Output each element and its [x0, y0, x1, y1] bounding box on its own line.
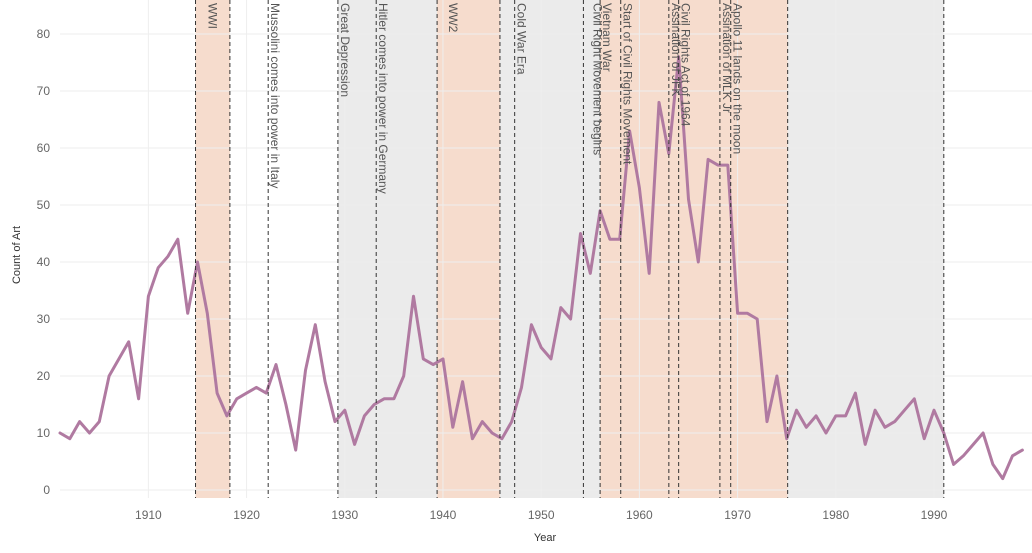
x-axis-title: Year	[534, 532, 557, 544]
event-label: Hitler comes into power in Germany	[376, 3, 390, 194]
event-label: WWI	[205, 3, 219, 29]
event-label: Assination of MLK Jr	[720, 3, 734, 113]
y-tick-label: 10	[37, 426, 51, 440]
y-tick-label: 0	[43, 483, 50, 497]
x-tick-label: 1970	[724, 508, 751, 522]
event-label: Vietnam War	[600, 3, 614, 72]
y-tick-label: 40	[37, 255, 51, 269]
event-label: WW2	[446, 3, 460, 33]
y-tick-label: 70	[37, 84, 51, 98]
event-label: Assination of JFK	[669, 3, 683, 96]
event-label: Mussolini comes into power in Italy	[268, 3, 282, 188]
event-label: Apollo 11 lands on the moon	[731, 3, 745, 154]
event-label: Start of Civil Rights Movement	[621, 3, 635, 165]
event-label: Cold War Era	[515, 3, 529, 75]
x-tick-label: 1910	[135, 508, 162, 522]
event-band	[600, 0, 788, 498]
y-tick-label: 50	[37, 198, 51, 212]
gridlines	[60, 0, 1032, 498]
x-tick-label: 1960	[626, 508, 653, 522]
x-tick-label: 1950	[528, 508, 555, 522]
y-tick-label: 60	[37, 141, 51, 155]
y-axis-title: Count of Art	[11, 226, 23, 284]
event-labels: WWI Mussolini comes into power in Italy Gr…	[205, 3, 744, 194]
y-tick-label: 30	[37, 312, 51, 326]
event-band	[337, 0, 438, 498]
x-tick-label: 1940	[430, 508, 457, 522]
series-line	[58, 55, 1024, 481]
y-tick-label: 20	[37, 369, 51, 383]
y-axis-ticks: 0 10 20 30 40 50 60 70 80	[37, 27, 51, 497]
event-label: Great Depression	[338, 3, 352, 97]
x-tick-label: 1920	[233, 508, 260, 522]
x-tick-label: 1980	[822, 508, 849, 522]
event-bands	[195, 0, 944, 498]
series-line-layer	[58, 55, 1024, 481]
x-tick-label: 1990	[921, 508, 948, 522]
x-tick-label: 1930	[331, 508, 358, 522]
x-axis-ticks: 1910 1920 1930 1940 1950 1960 1970 1980 1990	[135, 508, 948, 522]
event-label: Civil Rights Act of 1964	[679, 3, 693, 127]
event-label: Civil Right Movement begins	[590, 3, 604, 155]
event-band	[195, 0, 230, 498]
y-tick-label: 80	[37, 27, 51, 41]
event-markers	[195, 0, 945, 498]
